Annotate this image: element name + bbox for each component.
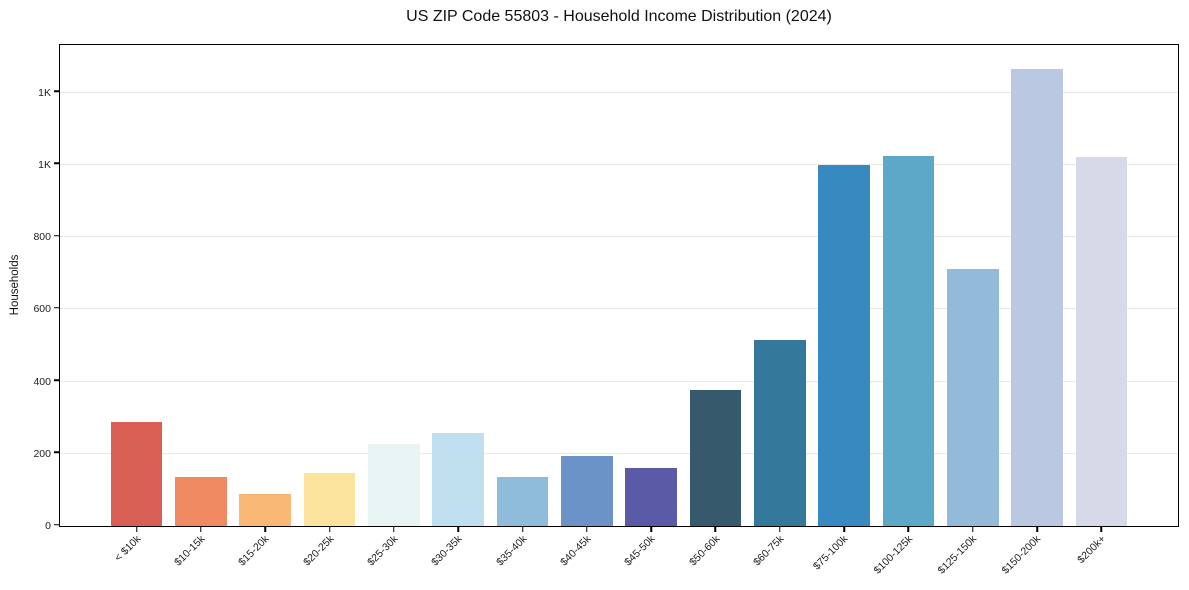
x-tick-mark bbox=[714, 526, 717, 532]
bar-40-45k bbox=[561, 456, 613, 526]
x-tick-label-text: $40-45k bbox=[557, 533, 594, 569]
x-tick-mark bbox=[779, 526, 781, 532]
bar-75-100k bbox=[818, 165, 870, 526]
x-tick-mark bbox=[200, 526, 202, 532]
x-tick-label-text: < $10k bbox=[112, 533, 144, 564]
bar-25-30k bbox=[368, 443, 420, 526]
x-tick-label-text: $50-60k bbox=[686, 533, 722, 569]
bar-50-60k bbox=[689, 389, 742, 526]
x-tick-label-text: $125-150k bbox=[935, 533, 980, 577]
bar-20-25k bbox=[303, 473, 356, 526]
y-gridline bbox=[60, 236, 1178, 238]
bar-30-35k bbox=[432, 432, 484, 526]
y-tick-mark bbox=[54, 451, 60, 454]
x-tick-mark bbox=[907, 526, 910, 532]
y-gridline bbox=[60, 308, 1178, 310]
x-tick-mark bbox=[135, 526, 138, 532]
x-tick-mark bbox=[457, 526, 459, 532]
x-tick-label-text: $150-200k bbox=[1000, 533, 1044, 577]
y-tick-mark bbox=[54, 234, 60, 237]
bar-150-200k bbox=[1011, 68, 1063, 526]
bar-200k bbox=[1075, 156, 1128, 526]
x-tick-label-text: $35-40k bbox=[493, 533, 529, 569]
y-tick-mark bbox=[54, 379, 60, 381]
chart-title: US ZIP Code 55803 - Household Income Dis… bbox=[406, 8, 832, 25]
x-tick-mark bbox=[1100, 526, 1103, 532]
y-tick-mark bbox=[54, 523, 60, 526]
x-tick-label-text: $60-75k bbox=[750, 533, 787, 569]
x-tick-label-text: $15-20k bbox=[236, 533, 272, 569]
x-tick-label-text: $100-125k bbox=[871, 533, 915, 577]
bar-35-40k bbox=[496, 477, 549, 526]
x-tick-mark bbox=[1036, 526, 1038, 532]
x-tick-mark bbox=[521, 526, 524, 532]
y-gridline bbox=[60, 163, 1178, 165]
x-tick-mark bbox=[393, 526, 395, 532]
x-tick-mark bbox=[264, 526, 266, 532]
x-tick-mark bbox=[586, 526, 588, 532]
bar-45-50k bbox=[625, 468, 677, 526]
y-gridline bbox=[60, 91, 1178, 93]
x-tick-mark bbox=[972, 526, 974, 532]
bar-60-75k bbox=[754, 339, 806, 526]
y-tick-mark bbox=[54, 162, 60, 165]
x-tick-label-text: $30-35k bbox=[429, 533, 465, 569]
x-tick-label-text: $45-50k bbox=[622, 533, 658, 569]
bar-125-150k bbox=[947, 268, 999, 526]
bar-100-125k bbox=[882, 156, 935, 526]
y-tick-mark bbox=[54, 90, 60, 92]
y-tick-label: 200 bbox=[33, 447, 51, 460]
y-tick-label: 800 bbox=[33, 231, 51, 244]
y-tick-mark bbox=[54, 307, 60, 309]
plot-area: 0 200 400 600 800 1K 1K < $10k $10-15k $15-20k $20… bbox=[33, 44, 1179, 577]
y-tick-label: 600 bbox=[33, 303, 51, 316]
y-tick-label: 1K bbox=[38, 158, 51, 171]
y-tick-label: 1K bbox=[38, 86, 51, 99]
x-tick-mark bbox=[650, 526, 652, 532]
x-tick-label-text: $10-15k bbox=[172, 533, 208, 569]
x-tick-label-text: $25-30k bbox=[365, 533, 401, 569]
x-tick-label-text: $200k+ bbox=[1074, 533, 1108, 567]
x-tick-label-text: $20-25k bbox=[300, 533, 337, 569]
bar-10k bbox=[110, 422, 163, 526]
y-axis-label: Households bbox=[9, 254, 21, 316]
y-tick-label: 400 bbox=[33, 375, 51, 388]
x-tick-label-text: $75-100k bbox=[811, 533, 851, 573]
bar-10-15k bbox=[175, 477, 227, 526]
y-gridline bbox=[60, 380, 1178, 382]
y-gridline bbox=[60, 452, 1178, 454]
x-tick-mark bbox=[843, 526, 845, 532]
y-tick-label: 0 bbox=[45, 520, 51, 532]
x-tick-mark bbox=[328, 526, 331, 532]
bar-15-20k bbox=[239, 494, 291, 526]
